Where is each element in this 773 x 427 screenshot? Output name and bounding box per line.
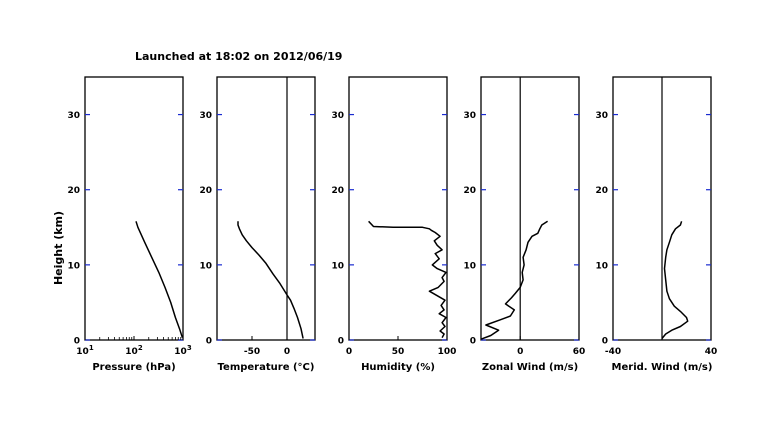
y-tick-label: 10 (595, 261, 608, 271)
x-tick-label: 100 (438, 347, 457, 357)
y-tick-label: 20 (67, 186, 80, 196)
x-tick-exponent: 1 (89, 344, 94, 352)
y-tick-label: 20 (199, 186, 212, 196)
series-line-pressure (135, 221, 184, 338)
x-axis-label: Humidity (%) (361, 362, 435, 373)
x-tick-label: -40 (605, 347, 621, 357)
x-tick-label: 50 (392, 347, 405, 357)
x-tick-label: 103 (174, 344, 192, 357)
x-tick-exponent: 3 (187, 344, 192, 352)
panel-frame (216, 76, 316, 341)
x-axis-label: Pressure (hPa) (92, 362, 175, 373)
y-tick-label: 30 (595, 111, 608, 121)
panel-merid-wind: 0 10 20 30 -40 40 Merid. Wind (m/s) (595, 76, 718, 373)
x-tick-label: 60 (573, 347, 586, 357)
x-tick-label: 0 (517, 347, 523, 357)
series-line-zonal-wind (480, 220, 549, 340)
x-tick-label: 0 (346, 347, 352, 357)
series-line-merid-wind (661, 221, 689, 339)
y-tick-label: 10 (67, 261, 80, 271)
y-tick-label: 0 (206, 337, 212, 347)
x-tick-label: 40 (705, 347, 718, 357)
y-tick-label: 30 (463, 111, 476, 121)
height-axis-label: Height (km) (52, 211, 65, 285)
series-line-temperature (237, 221, 304, 339)
y-tick-label: 10 (331, 261, 344, 271)
x-tick-label: 102 (125, 344, 143, 357)
y-tick-label: 30 (67, 111, 80, 121)
x-tick-exponent: 2 (138, 344, 143, 352)
x-tick-label: -50 (244, 347, 260, 357)
y-tick-label: 0 (470, 337, 476, 347)
x-axis-label: Temperature (°C) (218, 362, 315, 373)
x-axis-label: Zonal Wind (m/s) (482, 362, 578, 373)
y-tick-label: 0 (602, 337, 608, 347)
panel-frame (480, 76, 580, 341)
y-tick-label: 30 (331, 111, 344, 121)
panel-zonal-wind: 0 10 20 30 0 60 Zonal Wind (m/s) (463, 76, 586, 373)
panel-frame (348, 76, 448, 341)
figure-title: Launched at 18:02 on 2012/06/19 (135, 50, 342, 63)
x-axis-label: Merid. Wind (m/s) (612, 362, 713, 373)
y-tick-label: 0 (74, 337, 80, 347)
y-tick-label: 20 (463, 186, 476, 196)
y-tick-label: 10 (463, 261, 476, 271)
panel-frame (84, 76, 184, 341)
y-tick-label: 0 (338, 337, 344, 347)
series-line-humidity (368, 220, 447, 339)
y-tick-label: 10 (199, 261, 212, 271)
y-tick-label: 20 (331, 186, 344, 196)
x-tick-label: 0 (284, 347, 290, 357)
panel-temperature: 0 10 20 30 -50 0 Temperature (°C) (199, 76, 316, 373)
y-tick-label: 30 (199, 111, 212, 121)
y-tick-label: 20 (595, 186, 608, 196)
